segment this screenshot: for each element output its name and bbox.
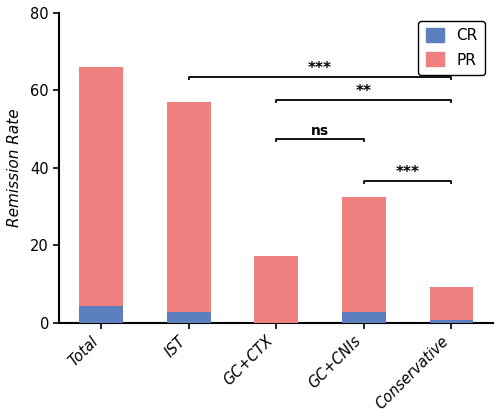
Text: **: ** — [356, 84, 372, 99]
Bar — [342, 312, 386, 323]
Bar — [167, 102, 210, 312]
Text: ***: *** — [396, 166, 419, 180]
Bar — [167, 312, 210, 323]
Bar — [79, 305, 123, 323]
Bar — [430, 320, 474, 323]
Bar — [342, 197, 386, 312]
Y-axis label: Remission Rate: Remission Rate — [7, 109, 22, 227]
Bar — [254, 256, 298, 323]
Text: ns: ns — [311, 124, 329, 138]
Bar — [79, 67, 123, 305]
Legend: CR, PR: CR, PR — [418, 21, 486, 75]
Text: ***: *** — [308, 61, 332, 76]
Bar — [430, 287, 474, 320]
